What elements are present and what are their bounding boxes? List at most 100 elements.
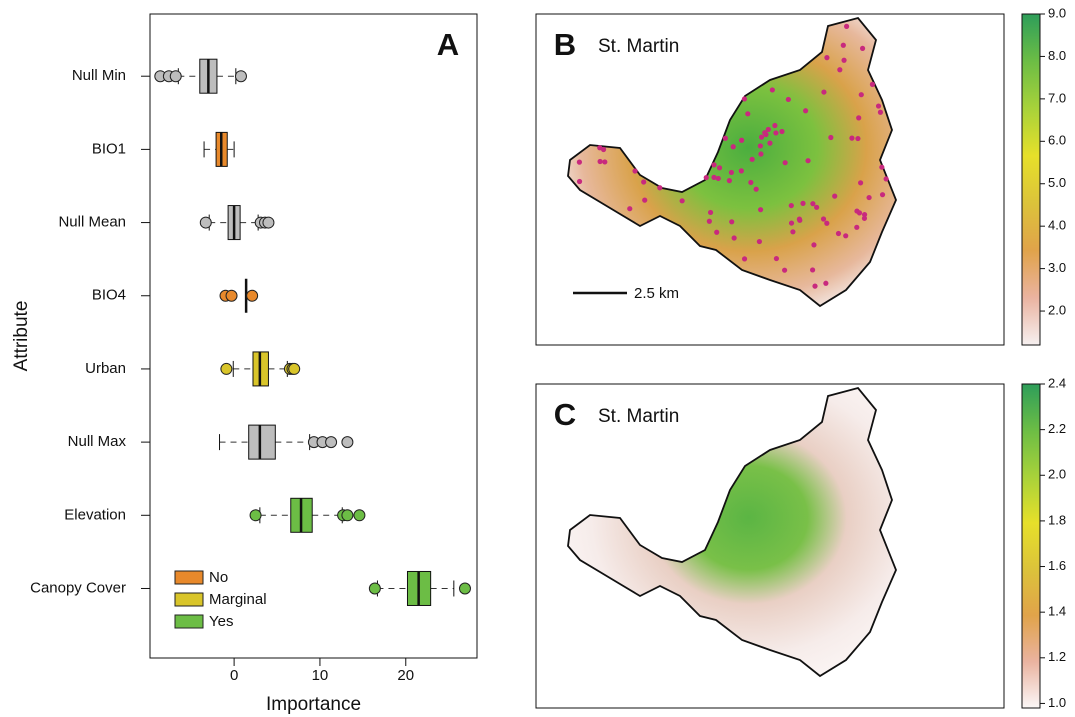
legend-swatch	[174, 570, 204, 585]
occurrence-point	[869, 81, 876, 87]
occurrence-point	[824, 55, 830, 61]
occurrence-point	[859, 45, 866, 52]
legend-label: No	[209, 569, 228, 586]
y-tick-label: Null Mean	[58, 214, 126, 231]
colorbar-tick-label: 5.0	[1048, 175, 1066, 190]
occurrence-point	[711, 162, 717, 168]
occurrence-point	[745, 111, 751, 117]
outlier	[262, 216, 275, 229]
occurrence-point	[769, 87, 775, 93]
panel-label: A	[437, 27, 459, 62]
occurrence-point	[772, 122, 778, 129]
colorbar-tick-label: 1.4	[1048, 604, 1066, 619]
occurrence-point	[729, 219, 735, 225]
outlier	[225, 289, 238, 302]
colorbar	[1021, 13, 1041, 346]
occurrence-point	[857, 180, 864, 186]
occurrence-point	[823, 280, 829, 286]
x-tick-label: 20	[397, 667, 414, 684]
occurrence-point	[811, 242, 817, 248]
occurrence-point	[762, 130, 768, 136]
occurrence-point	[785, 96, 791, 103]
outlier	[341, 436, 354, 449]
occurrence-point	[828, 134, 834, 141]
occurrence-point	[824, 220, 830, 226]
occurrence-point	[726, 178, 732, 184]
colorbar-tick-label: 1.8	[1048, 512, 1066, 527]
occurrence-point	[748, 179, 754, 186]
occurrence-point	[858, 92, 864, 98]
occurrence-point	[788, 220, 795, 226]
outlier	[199, 216, 212, 229]
occurrence-point	[738, 168, 744, 174]
occurrence-point	[814, 204, 820, 210]
map-title: St. Martin	[598, 406, 679, 427]
x-tick-label: 10	[312, 667, 329, 684]
occurrence-point	[837, 67, 843, 73]
outlier	[220, 362, 233, 375]
occurrence-point	[731, 235, 737, 241]
occurrence-point	[841, 57, 847, 63]
colorbar-tick-label: 1.6	[1048, 558, 1066, 573]
occurrence-point	[843, 233, 849, 239]
panel-label: C	[554, 397, 576, 432]
occurrence-point	[861, 215, 868, 221]
legend-label: Marginal	[209, 591, 267, 608]
occurrence-point	[782, 267, 788, 273]
occurrence-point	[812, 283, 818, 289]
occurrence-point	[703, 174, 709, 181]
colorbar-tick-label: 3.0	[1048, 260, 1066, 275]
occurrence-point	[832, 193, 838, 199]
colorbar-tick-label: 1.2	[1048, 649, 1066, 664]
occurrence-point	[753, 186, 759, 192]
x-axis-title: Importance	[266, 694, 361, 715]
outlier	[353, 509, 366, 522]
outlier	[288, 362, 301, 375]
colorbar-tick-label: 8.0	[1048, 48, 1066, 63]
occurrence-point	[821, 89, 827, 95]
map-title: St. Martin	[598, 36, 679, 57]
occurrence-point	[739, 137, 745, 143]
occurrence-point	[790, 229, 796, 235]
occurrence-point	[722, 135, 728, 141]
colorbar-tick-label: 2.0	[1048, 302, 1066, 317]
occurrence-point	[632, 168, 638, 174]
occurrence-point	[597, 145, 603, 151]
colorbar-tick-label: 9.0	[1048, 5, 1066, 20]
occurrence-point	[773, 130, 779, 136]
y-tick-label: Null Min	[72, 67, 126, 84]
y-tick-label: Elevation	[64, 506, 126, 523]
occurrence-point	[788, 202, 794, 209]
occurrence-point	[810, 201, 816, 207]
outlier	[341, 509, 354, 522]
occurrence-point	[883, 176, 889, 182]
plot-frame	[149, 13, 478, 659]
occurrence-point	[716, 165, 723, 171]
occurrence-point	[854, 208, 860, 214]
occurrence-point	[728, 169, 735, 176]
colorbar-tick-label: 6.0	[1048, 133, 1066, 148]
occurrence-point	[749, 156, 755, 162]
occurrence-point	[875, 103, 882, 109]
occurrence-point	[854, 224, 860, 230]
y-axis-title: Attribute	[11, 301, 32, 372]
occurrence-point	[758, 151, 764, 157]
occurrence-point	[730, 144, 736, 150]
occurrence-point	[707, 209, 714, 216]
y-tick-label: BIO1	[92, 140, 126, 157]
occurrence-point	[835, 230, 842, 237]
colorbar-tick-label: 2.0	[1048, 467, 1066, 482]
occurrence-point	[602, 159, 608, 165]
occurrence-point	[809, 267, 816, 273]
y-tick-label: Canopy Cover	[30, 579, 126, 596]
outlier	[249, 509, 262, 522]
legend-label: Yes	[209, 613, 233, 630]
box	[248, 424, 276, 460]
occurrence-point	[757, 143, 763, 149]
occurrence-point	[782, 160, 788, 166]
occurrence-point	[800, 200, 806, 206]
occurrence-point	[741, 256, 748, 262]
y-tick-label: BIO4	[92, 287, 126, 304]
occurrence-point	[679, 198, 685, 204]
